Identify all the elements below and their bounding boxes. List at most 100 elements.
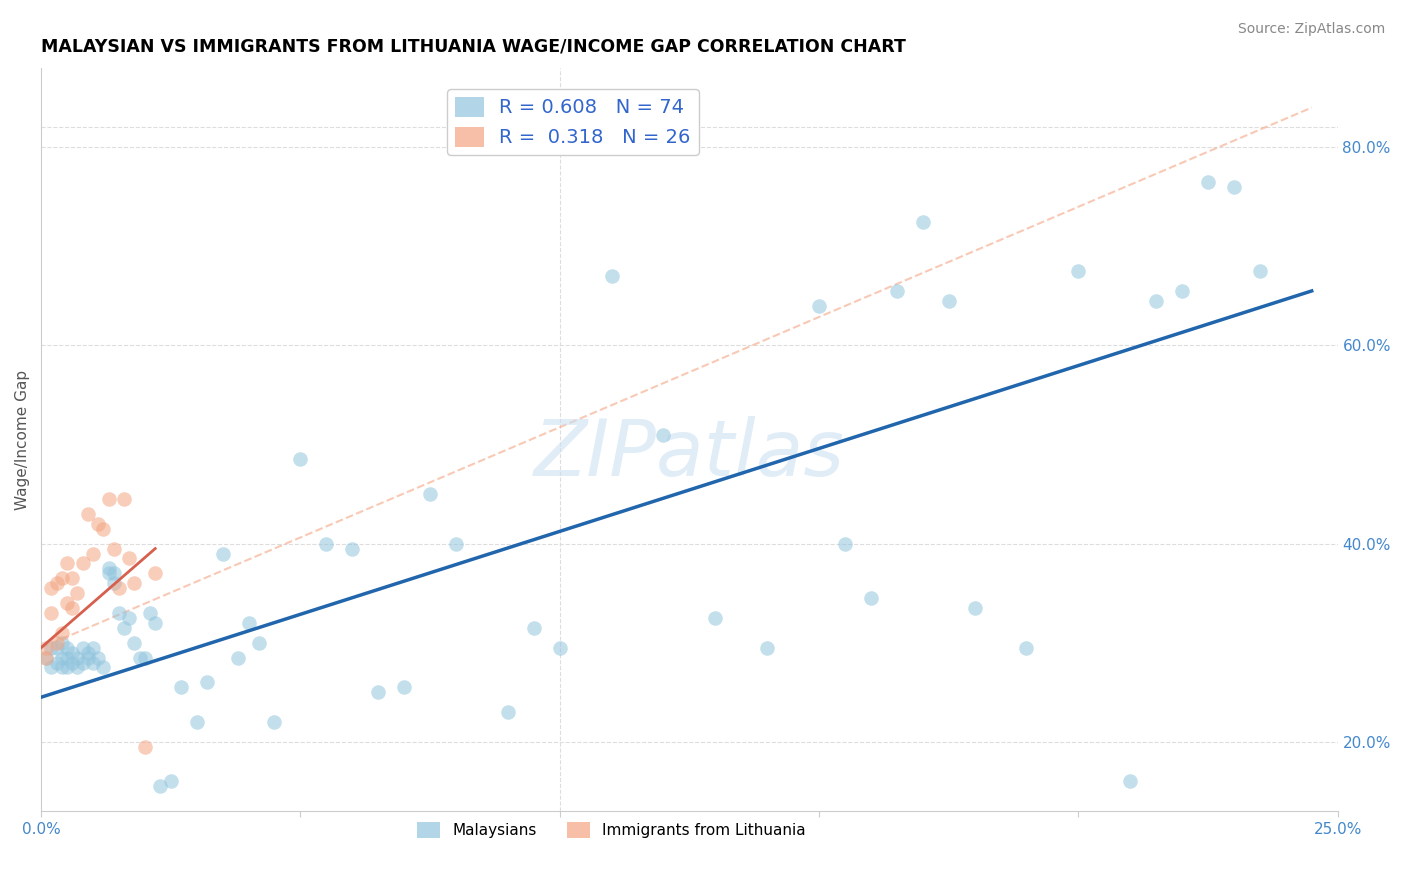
Point [134, 739, 156, 754]
Point [72, 656, 94, 670]
Point [108, 606, 131, 620]
Y-axis label: Wage/Income Gap: Wage/Income Gap [15, 369, 30, 509]
Point [124, 576, 146, 591]
Point [51, 660, 73, 674]
Point [963, 601, 986, 615]
Point [186, 714, 208, 729]
Point [392, 681, 415, 695]
Point [548, 640, 571, 655]
Point [60, 656, 83, 670]
Point [56, 557, 79, 571]
Point [72, 557, 94, 571]
Point [139, 606, 162, 620]
Point [523, 621, 546, 635]
Point [238, 615, 260, 630]
Point [134, 650, 156, 665]
Point [60, 571, 83, 585]
Point [118, 611, 141, 625]
Point [290, 452, 312, 467]
Point [1171, 284, 1194, 298]
Point [97, 566, 120, 581]
Point [112, 491, 135, 506]
Point [315, 536, 337, 550]
Point [76, 650, 98, 665]
Point [1144, 293, 1167, 308]
Point [103, 566, 125, 581]
Point [45, 640, 67, 655]
Point [76, 507, 98, 521]
Point [226, 650, 249, 665]
Point [128, 650, 150, 665]
Point [56, 640, 79, 655]
Point [159, 774, 181, 789]
Legend: Malaysians, Immigrants from Lithuania: Malaysians, Immigrants from Lithuania [411, 816, 813, 845]
Point [834, 536, 856, 550]
Point [82, 547, 104, 561]
Text: MALAYSIAN VS IMMIGRANTS FROM LITHUANIA WAGE/INCOME GAP CORRELATION CHART: MALAYSIAN VS IMMIGRANTS FROM LITHUANIA W… [41, 37, 905, 55]
Point [419, 487, 441, 501]
Point [97, 491, 120, 506]
Point [51, 625, 73, 640]
Point [41, 606, 63, 620]
Point [51, 636, 73, 650]
Point [247, 636, 270, 650]
Point [45, 576, 67, 591]
Point [66, 586, 89, 600]
Point [103, 541, 125, 556]
Point [108, 581, 131, 595]
Text: Source: ZipAtlas.com: Source: ZipAtlas.com [1237, 22, 1385, 37]
Point [45, 656, 67, 670]
Point [35, 640, 58, 655]
Point [72, 640, 94, 655]
Point [82, 640, 104, 655]
Point [1119, 774, 1142, 789]
Point [93, 522, 115, 536]
Point [859, 591, 882, 606]
Point [103, 576, 125, 591]
Point [652, 427, 675, 442]
Point [756, 640, 779, 655]
Point [195, 675, 218, 690]
Text: ZIPatlas: ZIPatlas [534, 417, 845, 492]
Point [149, 780, 172, 794]
Point [51, 571, 73, 585]
Point [66, 650, 89, 665]
Point [496, 705, 519, 719]
Point [93, 660, 115, 674]
Point [60, 601, 83, 615]
Point [1067, 264, 1090, 278]
Point [51, 650, 73, 665]
Point [143, 566, 166, 581]
Point [56, 650, 79, 665]
Point [938, 293, 960, 308]
Point [1249, 264, 1271, 278]
Point [211, 547, 233, 561]
Point [1223, 180, 1246, 194]
Point [911, 214, 934, 228]
Point [808, 299, 831, 313]
Point [112, 621, 135, 635]
Point [1197, 175, 1219, 189]
Point [56, 596, 79, 610]
Point [170, 681, 193, 695]
Point [118, 551, 141, 566]
Point [35, 650, 58, 665]
Point [87, 650, 110, 665]
Point [367, 685, 389, 699]
Point [56, 660, 79, 674]
Point [263, 714, 285, 729]
Point [82, 656, 104, 670]
Point [41, 640, 63, 655]
Point [143, 615, 166, 630]
Point [1015, 640, 1038, 655]
Point [41, 660, 63, 674]
Point [97, 561, 120, 575]
Point [342, 541, 364, 556]
Point [60, 646, 83, 660]
Point [124, 636, 146, 650]
Point [704, 611, 727, 625]
Point [45, 636, 67, 650]
Point [886, 284, 908, 298]
Point [35, 650, 58, 665]
Point [600, 268, 623, 283]
